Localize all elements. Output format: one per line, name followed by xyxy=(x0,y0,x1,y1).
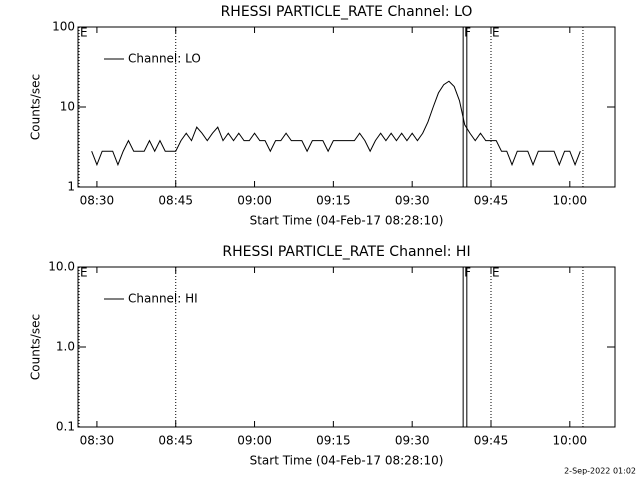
legend-label: Channel: HI xyxy=(128,292,198,306)
chart-title: RHESSI PARTICLE_RATE Channel: LO xyxy=(221,4,473,20)
x-axis-label: Start Time (04-Feb-17 08:28:10) xyxy=(250,454,444,468)
y-tick-label: 10 xyxy=(60,100,75,114)
x-tick-label: 09:30 xyxy=(395,434,430,448)
event-label: E xyxy=(80,266,88,280)
event-label: E xyxy=(80,26,88,40)
y-axis-label: Counts/sec xyxy=(29,74,43,140)
x-tick-label: 08:45 xyxy=(158,434,193,448)
x-tick-label: 08:30 xyxy=(80,434,115,448)
event-label: F xyxy=(464,26,471,40)
x-tick-label: 09:45 xyxy=(474,434,509,448)
x-axis-label: Start Time (04-Feb-17 08:28:10) xyxy=(250,214,444,228)
x-tick-label: 08:30 xyxy=(80,194,115,208)
y-tick-label: 100 xyxy=(52,20,75,34)
x-tick-label: 09:45 xyxy=(474,194,509,208)
y-tick-label: 1.0 xyxy=(56,340,75,354)
x-tick-label: 08:45 xyxy=(158,194,193,208)
chart-title: RHESSI PARTICLE_RATE Channel: HI xyxy=(222,244,470,260)
event-label: F xyxy=(464,266,471,280)
y-tick-label: 1 xyxy=(67,180,75,194)
y-axis-label: Counts/sec xyxy=(29,314,43,380)
x-tick-label: 09:15 xyxy=(316,194,351,208)
x-tick-label: 09:00 xyxy=(237,194,272,208)
y-tick-label: 0.1 xyxy=(56,420,75,434)
data-line xyxy=(91,80,581,167)
x-tick-label: 09:30 xyxy=(395,194,430,208)
footer: 2-Sep-2022 01:02 xyxy=(564,467,636,476)
x-tick-label: 10:00 xyxy=(553,194,588,208)
x-tick-label: 10:00 xyxy=(553,434,588,448)
event-label: E xyxy=(492,26,500,40)
x-tick-label: 09:15 xyxy=(316,434,351,448)
y-tick-label: 10.0 xyxy=(48,260,75,274)
event-label: E xyxy=(492,266,500,280)
x-tick-label: 09:00 xyxy=(237,434,272,448)
legend-label: Channel: LO xyxy=(128,52,201,66)
